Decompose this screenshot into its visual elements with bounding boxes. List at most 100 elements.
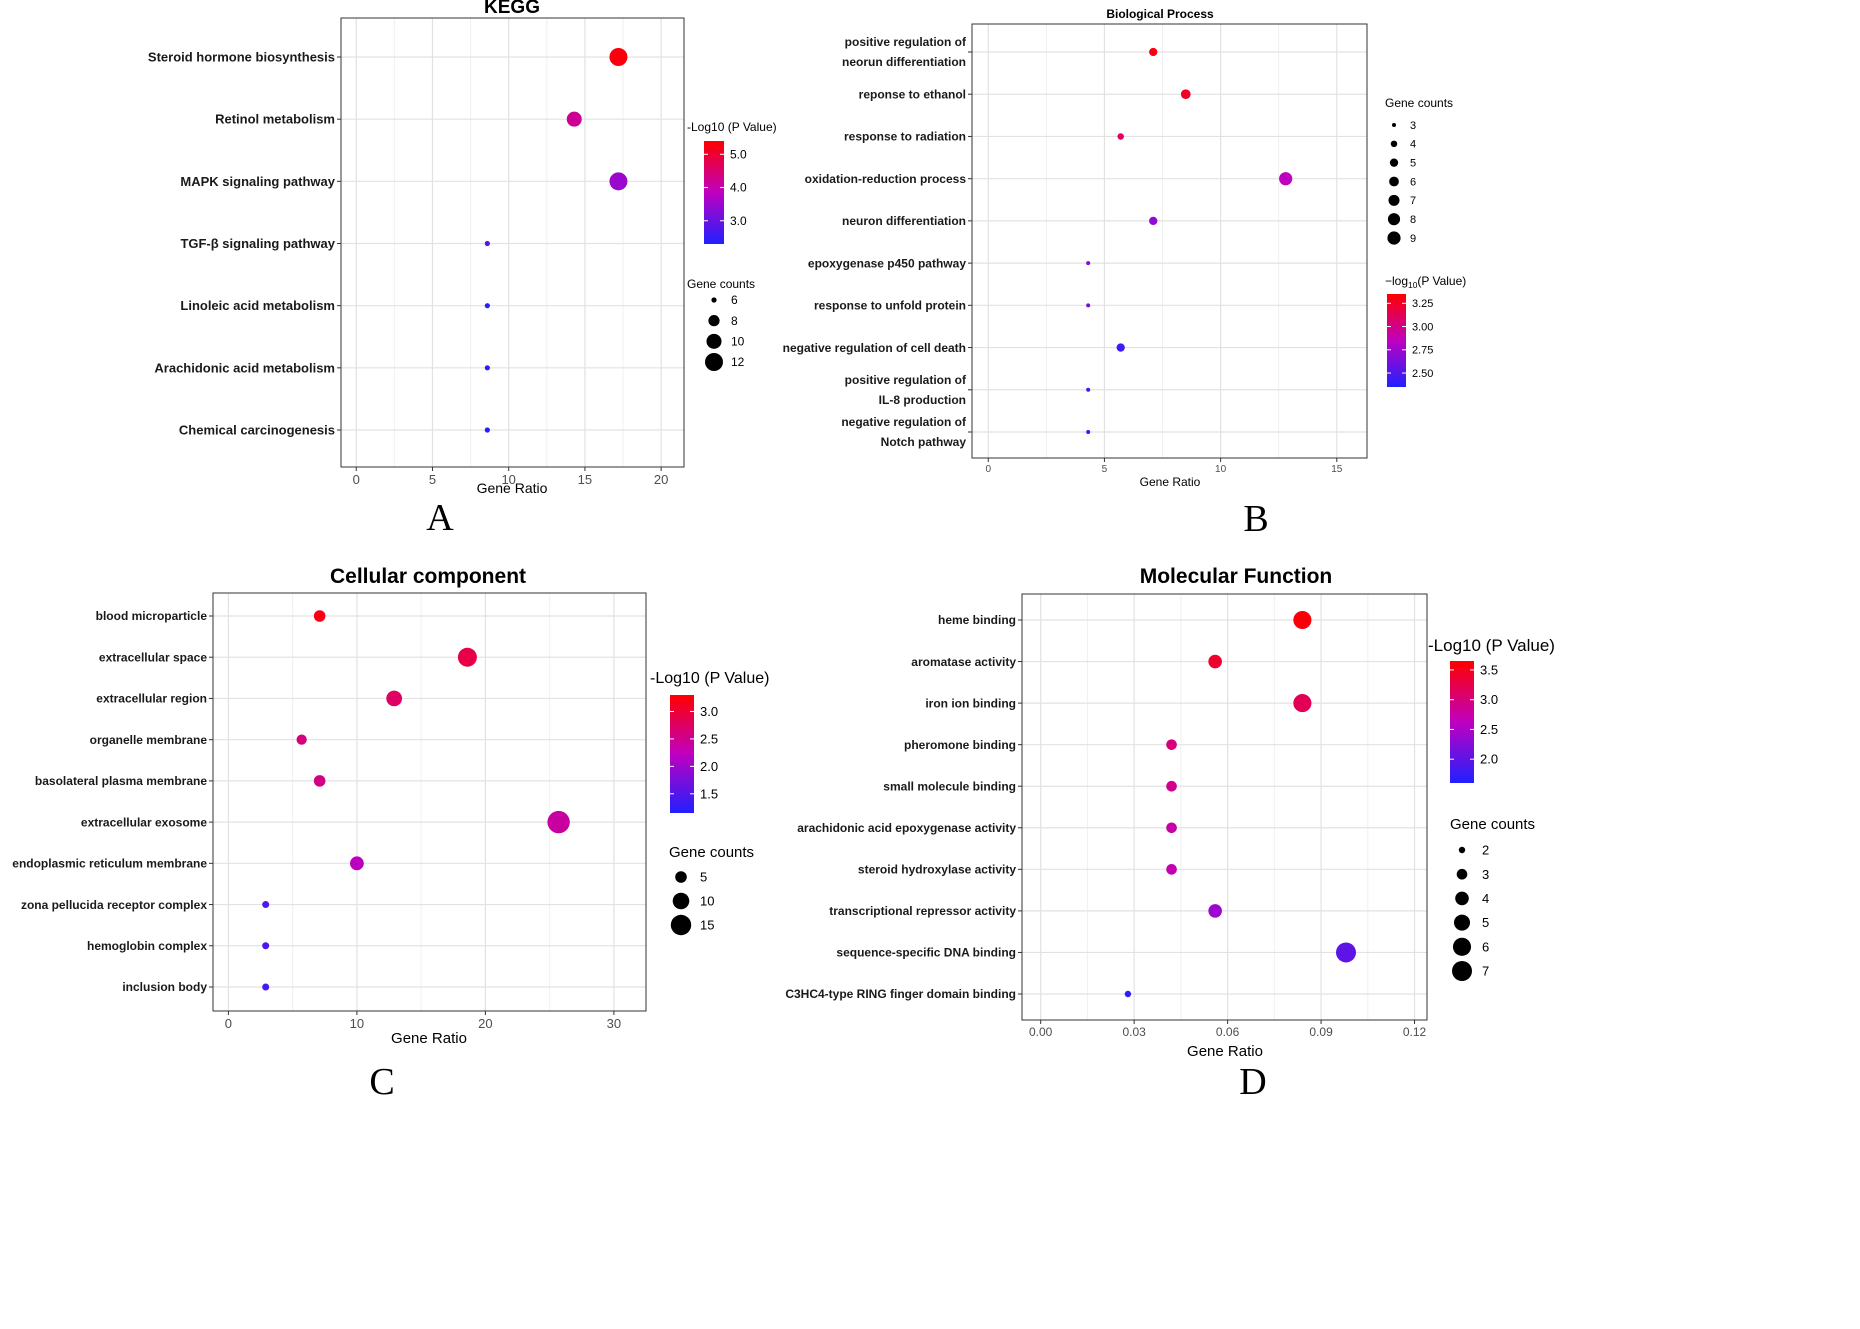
category-label: endoplasmic reticulum membrane [12, 857, 207, 871]
data-point [386, 690, 403, 707]
category-label: extracellular space [99, 650, 207, 664]
size-legend-label: 8 [731, 314, 738, 328]
color-legend-label: 3.5 [1480, 662, 1498, 677]
x-tick-label: 0.06 [1216, 1025, 1240, 1039]
category-label: epoxygenase p450 pathway [808, 256, 966, 270]
size-legend-title: Gene counts [669, 844, 754, 861]
chart-title: KEGG [484, 0, 540, 18]
size-legend-dot [672, 892, 690, 910]
data-point [1124, 990, 1132, 998]
category-label: iron ion binding [925, 696, 1016, 710]
category-label: negative regulation of cell death [783, 341, 966, 355]
data-point [1086, 387, 1091, 392]
data-point [1208, 904, 1222, 918]
color-legend-label: 3.25 [1412, 298, 1433, 310]
chart-panel-d: 0.00 0.03 0.06 0.09 0.12 heme binding aromatas… [785, 565, 1555, 1103]
size-legend-dot [1388, 194, 1400, 206]
category-label: transcriptional repressor activity [829, 904, 1016, 918]
data-point [296, 734, 307, 745]
size-legend-dot [1458, 846, 1466, 854]
category-label: IL-8 production [879, 393, 966, 407]
data-point [262, 901, 270, 909]
x-tick-label: 0 [353, 472, 360, 487]
chart-panel-c: 0 10 20 30 blood microparticle extracellular … [12, 565, 769, 1103]
x-tick-label: 15 [1331, 464, 1343, 475]
data-point [484, 303, 490, 309]
x-tick-label: 0.03 [1122, 1025, 1146, 1039]
size-legend-label: 3 [1410, 120, 1416, 132]
size-legend-dot [1389, 158, 1399, 167]
size-legend-label: 6 [1482, 939, 1489, 954]
color-legend-title: -Log10 (P Value) [1428, 636, 1555, 655]
color-legend-label: 2.5 [1480, 722, 1498, 737]
category-label: basolateral plasma membrane [35, 774, 207, 788]
x-axis-label: Gene Ratio [477, 480, 548, 496]
category-label: extracellular region [96, 692, 207, 706]
x-tick-label: 20 [654, 472, 668, 487]
size-legend-label: 3 [1482, 867, 1489, 882]
color-legend-label: 2.5 [700, 731, 718, 746]
size-legend-label: 15 [700, 918, 714, 933]
data-point [1149, 216, 1158, 226]
data-point [1293, 694, 1312, 713]
size-legend-title: Gene counts [1450, 816, 1535, 833]
size-legend-dot [1456, 868, 1468, 880]
category-label: MAPK signaling pathway [180, 174, 335, 189]
size-legend-label: 7 [1482, 964, 1489, 979]
color-legend-label: 4.0 [730, 181, 747, 195]
plot-border [212, 592, 647, 1012]
data-point [1166, 739, 1177, 750]
size-legend-dot [1387, 231, 1401, 245]
panel-letter: B [1243, 498, 1268, 540]
size-legend-dot [1390, 140, 1398, 148]
x-tick-label: 0.00 [1029, 1025, 1053, 1039]
category-label: positive regulation of [845, 35, 967, 49]
data-point [1208, 654, 1222, 669]
category-label: neorun differentiation [842, 55, 966, 69]
plot-area [340, 17, 685, 468]
data-point [313, 610, 326, 622]
x-axis-label: Gene Ratio [1140, 475, 1201, 489]
category-label: response to unfold protein [814, 299, 966, 313]
panel-letter: D [1239, 1061, 1266, 1103]
category-label: sequence-specific DNA binding [836, 946, 1016, 960]
chart-title: Cellular component [330, 565, 526, 588]
data-point [609, 172, 628, 191]
data-point [262, 942, 270, 950]
plot-border [1021, 593, 1428, 1021]
color-legend-label: 3.0 [1480, 692, 1498, 707]
chart-panel-a: 0 5 10 15 20 Steroid hormone biosynthesis Reti… [148, 0, 777, 539]
size-legend-dot [1392, 123, 1396, 127]
data-point [1336, 942, 1356, 963]
category-label: heme binding [938, 613, 1016, 627]
x-tick-label: 10 [350, 1016, 364, 1031]
data-point [1116, 343, 1125, 352]
color-legend-label: 2.50 [1412, 368, 1433, 380]
category-label: zona pellucida receptor complex [21, 898, 207, 912]
size-legend-label: 9 [1410, 233, 1416, 245]
category-label: blood microparticle [96, 609, 208, 623]
category-label: oxidation-reduction process [805, 172, 967, 186]
x-tick-label: 0.09 [1309, 1025, 1333, 1039]
size-legend-label: 7 [1410, 195, 1416, 207]
x-tick-label: 15 [578, 472, 592, 487]
x-axis-label: Gene Ratio [1187, 1043, 1263, 1060]
category-label: small molecule binding [883, 779, 1016, 793]
color-legend-bar [670, 695, 694, 813]
data-point [484, 240, 490, 247]
x-tick-label: 5 [429, 472, 436, 487]
size-legend-label: 6 [731, 293, 738, 307]
category-label: steroid hydroxylase activity [858, 863, 1016, 877]
size-legend-dot [708, 315, 720, 327]
category-label: negative regulation of [841, 415, 967, 429]
category-label: hemoglobin complex [87, 939, 207, 953]
plot-area [1021, 593, 1428, 1021]
color-legend-label: 3.00 [1412, 321, 1433, 333]
size-legend-title: Gene counts [1385, 96, 1453, 110]
panel-letter: C [369, 1061, 394, 1103]
data-point [262, 983, 270, 991]
size-legend-label: 10 [700, 894, 714, 909]
data-point [547, 810, 570, 834]
color-legend-label: 1.5 [700, 786, 718, 801]
category-label: neuron differentiation [842, 214, 966, 228]
